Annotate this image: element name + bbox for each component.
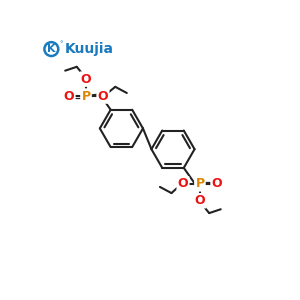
Text: O: O: [98, 90, 108, 103]
Text: O: O: [81, 73, 91, 85]
Text: O: O: [195, 194, 205, 207]
Text: Kuujia: Kuujia: [65, 42, 114, 56]
Text: P: P: [81, 90, 91, 103]
Text: O: O: [212, 177, 222, 190]
Text: P: P: [195, 177, 205, 190]
Text: O: O: [178, 177, 188, 190]
Text: °: °: [60, 41, 63, 47]
Text: K: K: [47, 44, 56, 54]
Text: O: O: [64, 90, 74, 103]
